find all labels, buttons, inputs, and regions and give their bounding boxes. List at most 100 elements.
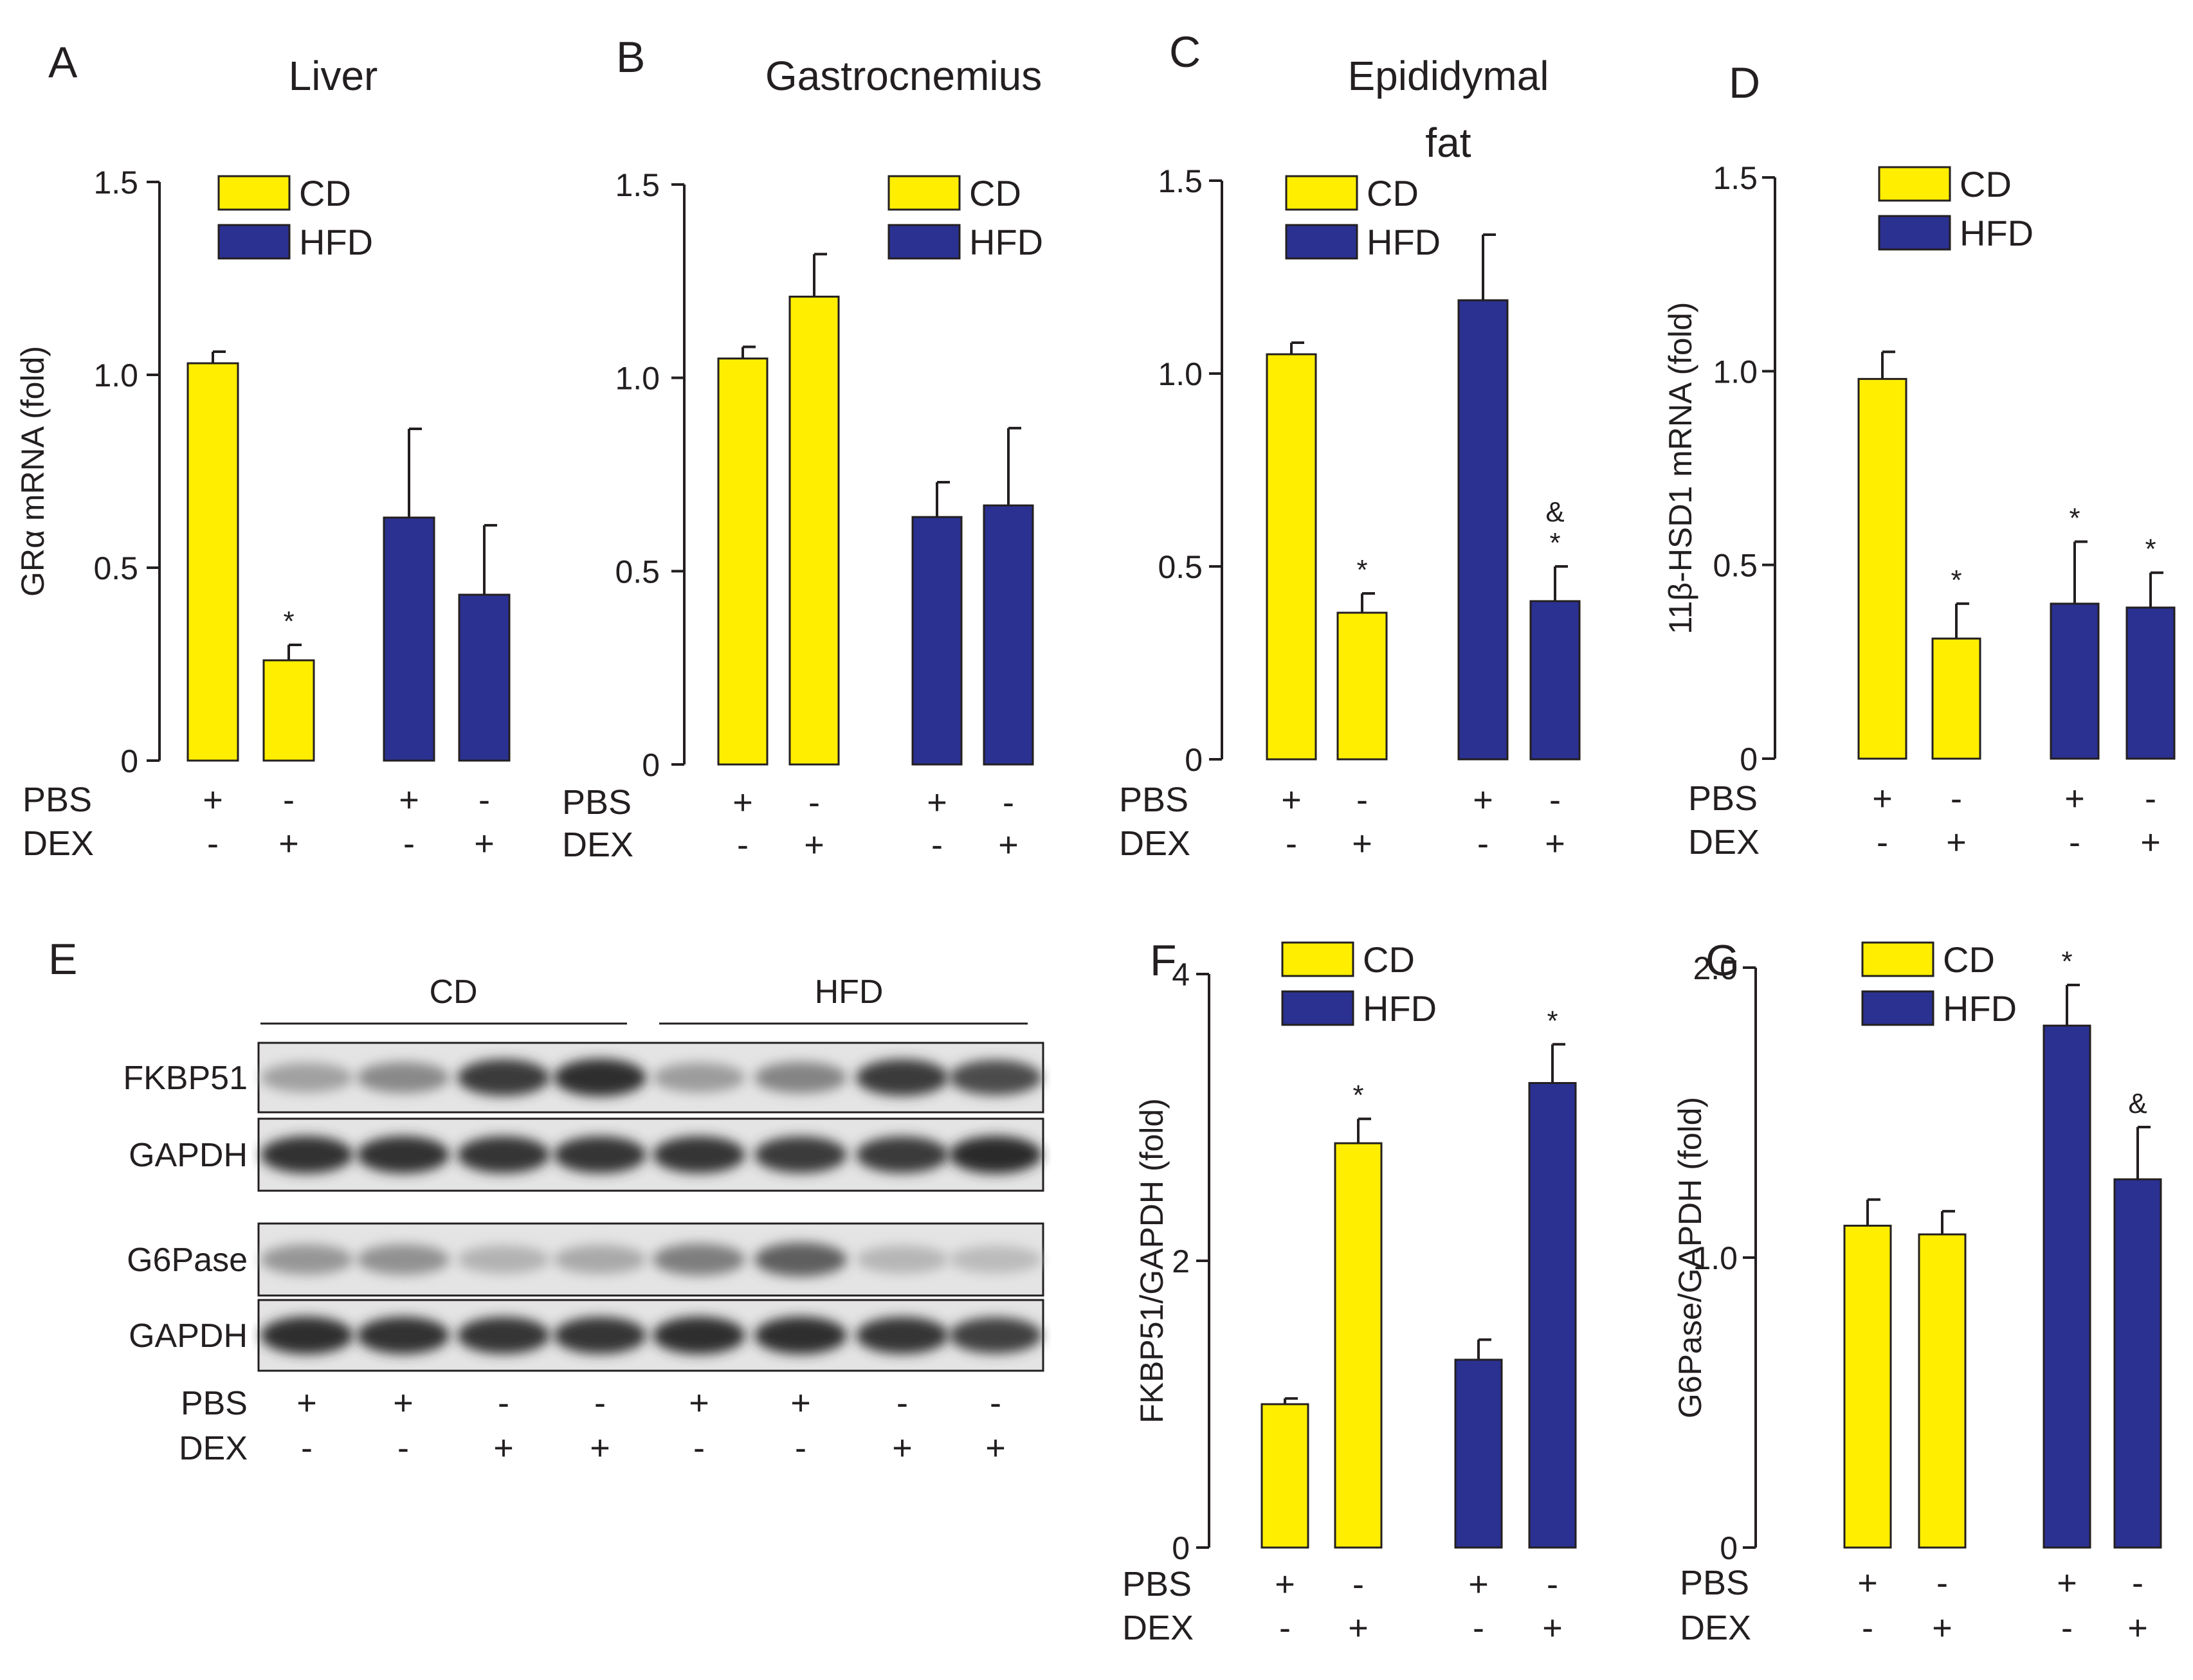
blot-sign-pbs: - <box>990 1384 1001 1422</box>
treatment-sign-dex: + <box>998 826 1019 864</box>
treatment-sign-dex: - <box>931 826 943 864</box>
treatment-sign-dex: + <box>278 824 299 863</box>
bar-hfd-dex <box>1529 600 1581 761</box>
y-axis-label: FKBP51/GAPDH (fold) <box>1134 1098 1170 1423</box>
y-tick-label: 0.5 <box>1158 549 1203 585</box>
legend-label-cd: CD <box>299 173 351 213</box>
blot-row-label: FKBP51 <box>123 1060 248 1097</box>
y-axis-label: G6Pase/GAPDH (fold) <box>1672 1097 1708 1418</box>
legend-label-cd: CD <box>1363 939 1415 980</box>
treatment-row-label-dex: DEX <box>1688 823 1760 862</box>
chart-title-line-2: fat <box>1425 120 1471 166</box>
blot-band <box>357 1061 450 1094</box>
bar-hfd-dex <box>2125 606 2176 760</box>
y-tick-label: 0.5 <box>1713 548 1758 584</box>
legend-swatch-hfd <box>1285 224 1358 260</box>
treatment-sign-dex: + <box>1932 1609 1952 1647</box>
significance-star: * <box>283 606 294 637</box>
blot-sign-dex: + <box>985 1429 1006 1467</box>
blot-row-label: GAPDH <box>129 1137 248 1174</box>
significance-star: * <box>1352 1079 1363 1111</box>
blot-band <box>554 1136 646 1173</box>
y-tick-label: 0 <box>1172 1530 1190 1566</box>
treatment-sign-dex: + <box>1545 824 1565 863</box>
blot-sign-pbs: - <box>896 1384 908 1422</box>
significance-star: * <box>2145 534 2156 565</box>
significance-star: * <box>2061 946 2072 977</box>
treatment-sign-dex: - <box>2061 1609 2073 1647</box>
treatment-sign-dex: + <box>2127 1609 2148 1647</box>
legend-label-hfd: HFD <box>1367 222 1441 262</box>
treatment-sign-dex: - <box>1862 1609 1873 1647</box>
blot-band <box>653 1062 745 1093</box>
blot-band <box>949 1317 1042 1354</box>
significance-star: * <box>1549 527 1560 559</box>
y-tick-label: 0 <box>1720 1530 1738 1566</box>
y-tick-label: 1.5 <box>93 165 138 201</box>
y-tick-label: 0 <box>1185 742 1203 778</box>
treatment-sign-pbs: + <box>1468 1565 1489 1603</box>
treatment-sign-pbs: - <box>1547 1565 1558 1603</box>
blot-sign-pbs: + <box>296 1384 317 1422</box>
bar-cd-dex <box>1918 1233 1967 1549</box>
blot-sign-pbs: + <box>393 1384 414 1422</box>
significance-star: * <box>1951 565 1961 596</box>
blot-band <box>856 1136 949 1173</box>
legend-swatch-hfd <box>1861 990 1934 1026</box>
bar-cd-pbs <box>1260 1403 1309 1549</box>
panel-letter: F <box>1150 936 1177 985</box>
blot-sign-dex: + <box>493 1429 514 1467</box>
treatment-row-label-dex: DEX <box>1122 1609 1194 1647</box>
legend-label-hfd: HFD <box>1363 988 1437 1029</box>
treatment-sign-dex: - <box>1477 824 1489 863</box>
treatment-sign-pbs: + <box>927 783 947 822</box>
panel-letter: D <box>1729 59 1760 107</box>
blot-band <box>653 1316 745 1355</box>
blot-band <box>754 1136 847 1173</box>
y-tick-label: 1.5 <box>1158 163 1203 199</box>
bar-hfd-pbs <box>911 516 963 766</box>
bar-hfd-pbs <box>383 516 435 762</box>
blot-band <box>260 1063 353 1092</box>
blot-band <box>554 1245 646 1274</box>
y-tick-label: 0 <box>642 747 660 783</box>
chart-panel-g: G 0 1.0 2.0 G6Pase/GAPDH (fold) * & CD HFD PBS DEX… <box>1672 936 2162 1647</box>
bar-hfd-pbs <box>2050 602 2100 760</box>
blot-band <box>653 1136 745 1173</box>
blot-band <box>357 1136 450 1173</box>
blot-band <box>949 1135 1042 1174</box>
blot-band <box>457 1136 550 1173</box>
legend-swatch-cd <box>1281 941 1354 977</box>
treatment-row-label-dex: DEX <box>1119 824 1190 863</box>
bar-cd-pbs <box>1857 377 1907 760</box>
legend-label-cd: CD <box>1943 939 1995 980</box>
treatment-sign-pbs: - <box>283 781 295 819</box>
blot-row-label: GAPDH <box>129 1317 248 1355</box>
blot-band <box>554 1317 646 1354</box>
y-tick-label: 1.0 <box>1158 356 1203 392</box>
blot-band <box>260 1316 353 1355</box>
bar-cd-pbs <box>1843 1224 1892 1549</box>
blot-row-label: G6Pase <box>127 1242 248 1279</box>
blot-band <box>260 1136 353 1173</box>
panel-letter: E <box>48 935 77 984</box>
bar-hfd-dex <box>1528 1081 1577 1549</box>
blot-sign-dex: - <box>301 1429 313 1467</box>
blot-band <box>856 1245 949 1274</box>
treatment-sign-dex: + <box>1352 824 1372 863</box>
treatment-row-label-pbs: PBS <box>23 781 92 819</box>
blot-band <box>357 1317 450 1354</box>
treatment-row-label-pbs: PBS <box>1122 1565 1192 1603</box>
treatment-sign-pbs: - <box>2145 779 2156 818</box>
bar-cd-pbs <box>187 362 239 762</box>
legend-label-hfd: HFD <box>969 222 1043 262</box>
treatment-sign-pbs: - <box>2132 1564 2143 1602</box>
blot-sign-dex: - <box>397 1429 409 1467</box>
blot-group-label-cd: CD <box>429 973 477 1011</box>
legend-label-hfd: HFD <box>1960 213 2034 253</box>
bar-cd-dex <box>1336 611 1388 761</box>
chart-title-line-1: Epididymal <box>1347 53 1549 99</box>
blot-sign-dex: - <box>693 1429 705 1467</box>
blot-band <box>653 1243 745 1276</box>
legend-label-cd: CD <box>1960 164 2012 204</box>
